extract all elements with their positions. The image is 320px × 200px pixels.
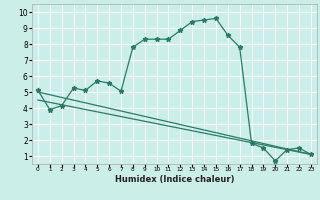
X-axis label: Humidex (Indice chaleur): Humidex (Indice chaleur) <box>115 175 234 184</box>
